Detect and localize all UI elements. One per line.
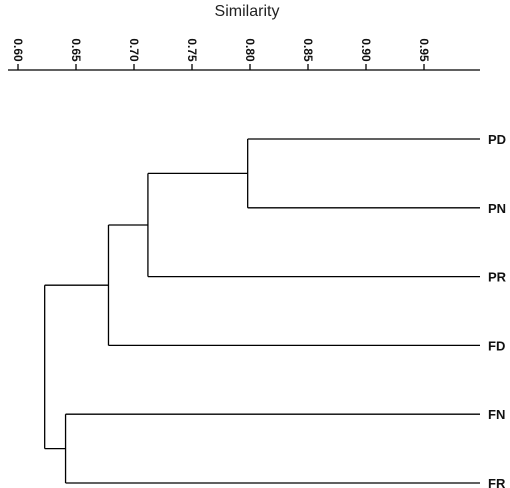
leaf-labels: PD PN PR FD FN FR [488,132,507,488]
axis-title: Similarity [215,3,280,20]
leaf-label: FD [488,338,505,353]
leaf-label: FN [488,407,505,422]
dendrogram-tree [44,138,480,484]
tick-label: 0.90 [359,38,373,62]
tick-label: 0.60 [11,38,25,62]
axis-ticks: 0.60 0.65 0.70 0.75 0.80 0.85 0.90 0.95 [11,38,431,70]
tick-label: 0.70 [127,38,141,62]
tick-label: 0.75 [185,38,199,62]
tick-label: 0.85 [301,38,315,62]
leaf-label: FR [488,476,506,488]
leaf-label: PR [488,270,507,285]
leaf-label: PD [488,132,506,147]
tick-label: 0.95 [417,38,431,62]
tick-label: 0.65 [69,38,83,62]
leaf-label: PN [488,201,506,216]
tick-label: 0.80 [243,38,257,62]
